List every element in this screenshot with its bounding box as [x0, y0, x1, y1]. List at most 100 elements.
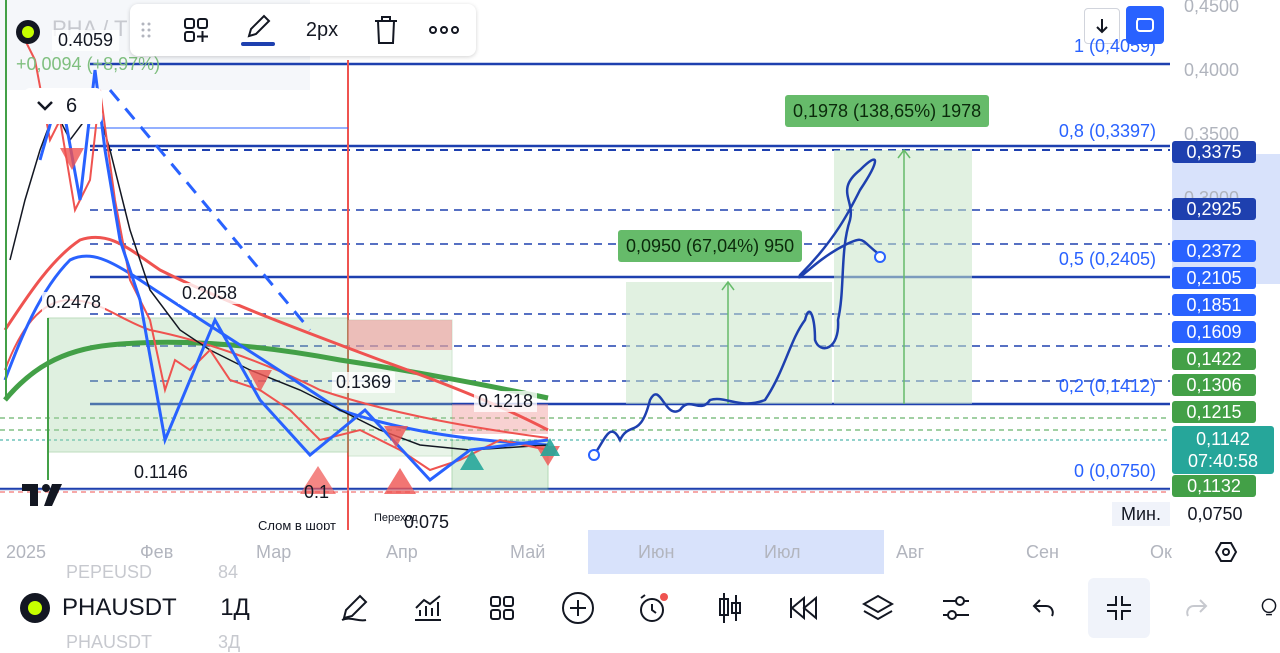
sliders-icon — [943, 596, 969, 620]
ghost-value-top: 84 — [218, 562, 239, 582]
marker-triangle-4 — [248, 370, 272, 392]
chevron-down-icon — [37, 101, 53, 111]
pha-coin-icon — [20, 593, 50, 623]
redo-button[interactable] — [1174, 588, 1218, 628]
annotation-01: 0.1 — [304, 482, 330, 502]
axis-tick-1: 0,4500 — [1184, 0, 1240, 16]
drag-handle-icon[interactable] — [136, 12, 156, 48]
price-change: +0,0094 (+8,97%) — [16, 54, 161, 74]
ma-blue — [3, 254, 549, 447]
chart-settings-button[interactable] — [1212, 538, 1240, 566]
interval-button[interactable]: 1Д — [220, 594, 250, 621]
add-button[interactable] — [556, 588, 600, 628]
axis-label-03375: 0,3375 — [1172, 141, 1256, 163]
time-label-mar: Мар — [256, 542, 292, 562]
rewind-icon — [790, 595, 817, 621]
fib-label-0: 0 (0,0750) — [1073, 461, 1156, 481]
current-price-label: 0,1142 07:40:58 — [1172, 426, 1274, 474]
measure-label-large[interactable]: 0,1978 (138,65%) 1978 — [785, 95, 990, 127]
axis-label-01306: 0,1306 — [1172, 374, 1256, 396]
annotation-transition: Переход — [374, 512, 418, 524]
annotation-01369: 0.1369 — [332, 372, 396, 393]
axis-label-02372: 0,2372 — [1172, 240, 1256, 262]
drawing-handle-start[interactable] — [588, 449, 600, 461]
time-label-oct: Ок — [1150, 542, 1172, 562]
drawing-tools-button[interactable] — [332, 588, 376, 628]
indicator-count: 6 — [66, 94, 78, 117]
drawing-handle-end[interactable] — [874, 251, 886, 263]
time-axis[interactable]: 2025 Фев Мар Апр Май Июн Июл Авг Сен Ок — [0, 530, 1280, 574]
min-value: 0,0750 — [1172, 502, 1258, 526]
auto-scale-icon — [1136, 18, 1154, 32]
axis-label-01609: 0,1609 — [1172, 321, 1256, 343]
indicators-toggle[interactable]: 6 — [24, 88, 102, 124]
more-tools-button[interactable] — [1258, 588, 1280, 628]
candles-icon — [719, 593, 741, 623]
annotation-02478: 0.2478 — [42, 292, 106, 313]
drawing-toolbar: 2px — [130, 4, 476, 56]
replay-button[interactable] — [782, 588, 826, 628]
time-label-may: Май — [510, 542, 546, 562]
marker-triangle-5 — [384, 426, 408, 448]
settings-button[interactable] — [934, 588, 978, 628]
pencil-icon — [341, 594, 368, 622]
axis-label-01132: 0,1132 — [1172, 475, 1256, 497]
grid-plus-icon — [184, 18, 208, 42]
demand-zone-1[interactable] — [47, 317, 349, 453]
alerts-button[interactable] — [630, 588, 674, 628]
measure-range-large[interactable] — [834, 150, 972, 404]
fullscreen-exit-button[interactable] — [1088, 578, 1150, 638]
symbol-name: PHAUSDT — [62, 594, 177, 621]
axis-label-01422: 0,1422 — [1172, 348, 1256, 370]
symbol-selector[interactable]: PHAUSDT — [20, 588, 200, 628]
annotation-short-break: Слом в шорт — [258, 518, 336, 530]
ghost-symbol-top: PEPEUSD — [66, 562, 153, 582]
measure-range-small[interactable] — [626, 282, 832, 404]
axis-label-02105: 0,2105 — [1172, 267, 1256, 289]
trash-icon — [375, 16, 397, 44]
forecast-drawing[interactable] — [592, 158, 881, 456]
line-color-button[interactable] — [236, 12, 280, 48]
fib-label-02: 0,2 (0,1412) — [1058, 376, 1156, 396]
auto-scale-button[interactable] — [1126, 6, 1164, 44]
indicators-button[interactable] — [406, 588, 450, 628]
scroll-down-button[interactable] — [1084, 8, 1120, 44]
annotation-02058: 0.2058 — [178, 283, 242, 304]
pencil-icon — [247, 14, 271, 38]
trend-line[interactable] — [108, 89, 312, 331]
undo-button[interactable] — [1022, 588, 1066, 628]
add-template-button[interactable] — [176, 12, 216, 48]
axis-tick-3: 0,3500 — [1184, 124, 1240, 144]
grid-icon — [490, 596, 514, 620]
redo-icon — [1186, 599, 1208, 617]
tradingview-logo-icon[interactable] — [22, 482, 70, 508]
time-label-feb: Фев — [140, 542, 174, 562]
fib-label-1: 1 (0,4059) — [1073, 36, 1156, 56]
marker-triangle-green-1 — [460, 450, 484, 470]
chart-type-button[interactable] — [708, 588, 752, 628]
undo-icon — [1032, 599, 1054, 617]
object-tree-button[interactable] — [856, 588, 900, 628]
time-label-sep: Сен — [1026, 542, 1059, 562]
layers-icon — [861, 594, 895, 621]
zigzag-line[interactable] — [38, 69, 549, 483]
layouts-button[interactable] — [480, 588, 524, 628]
pha-logo-icon — [16, 20, 40, 44]
time-range-highlight — [588, 530, 884, 574]
current-price: 0,1142 — [1196, 429, 1250, 449]
line-width-button[interactable]: 2px — [305, 18, 339, 41]
fib-label-05: 0,5 (0,2405) — [1058, 249, 1156, 269]
delete-button[interactable] — [366, 12, 406, 48]
time-label-jul: Июл — [764, 542, 801, 562]
settings-hex-icon — [1214, 542, 1238, 562]
indicators-icon — [415, 595, 441, 621]
more-options-button[interactable] — [424, 12, 464, 48]
annotation-01218: 0.1218 — [474, 391, 538, 412]
measure-label-small[interactable]: 0,0950 (67,04%) 950 — [618, 230, 803, 262]
supply-zone-1[interactable] — [348, 320, 452, 350]
marker-triangle-3 — [60, 148, 84, 170]
axis-label-02925: 0,2925 — [1172, 198, 1256, 220]
marker-triangle-1 — [300, 466, 336, 494]
chart-area[interactable]: PHA / T 0.4059 +0,0094 (+8,97%) 6 2px — [0, 0, 1280, 530]
min-label: Мин. — [1112, 502, 1170, 526]
